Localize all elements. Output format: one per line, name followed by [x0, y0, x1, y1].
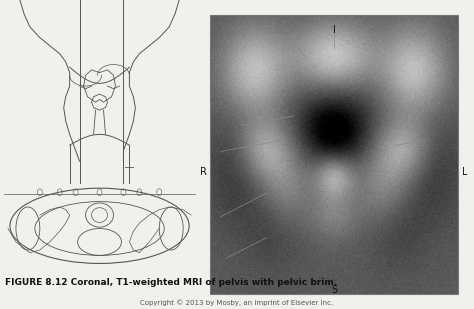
Text: I: I: [333, 25, 336, 36]
Text: R: R: [201, 167, 207, 177]
Text: FIGURE 8.12 Coronal, T1-weighted MRI of pelvis with pelvic brim.: FIGURE 8.12 Coronal, T1-weighted MRI of …: [5, 278, 337, 287]
Text: S: S: [331, 286, 337, 295]
Text: L: L: [463, 167, 468, 177]
Text: Copyright © 2013 by Mosby, an imprint of Elsevier Inc.: Copyright © 2013 by Mosby, an imprint of…: [140, 300, 334, 307]
